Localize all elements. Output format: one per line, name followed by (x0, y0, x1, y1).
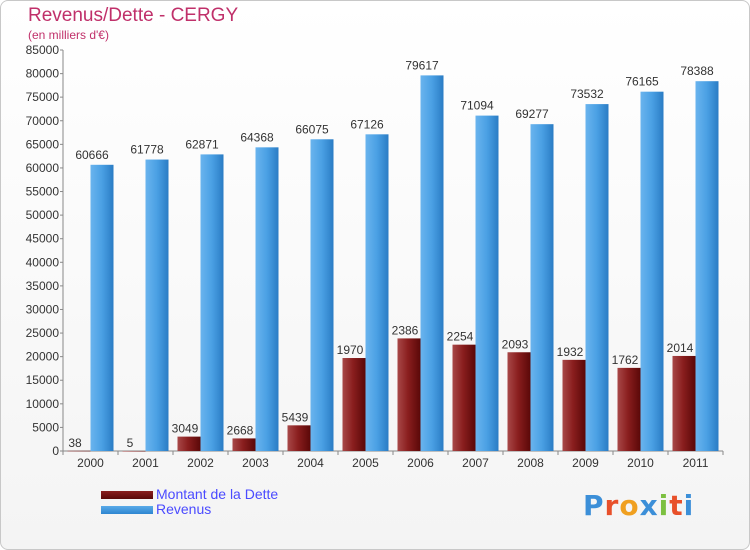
bar-revenus (255, 147, 279, 452)
logo-letter: i (683, 489, 695, 522)
x-tick-label: 2006 (407, 456, 434, 470)
data-label-revenus: 66075 (295, 122, 329, 136)
y-tick-label: 40000 (26, 255, 60, 269)
bar-revenus (475, 115, 499, 451)
bar-revenus (420, 75, 444, 452)
y-tick-label: 80000 (26, 67, 60, 81)
x-tick-label: 2000 (77, 456, 104, 470)
data-label-revenus: 79617 (405, 58, 439, 72)
bar-revenus (145, 159, 169, 451)
y-tick-label: 15000 (26, 373, 60, 387)
data-label-dette: 2668 (227, 423, 254, 437)
bar-revenus (365, 134, 389, 451)
data-label-dette: 2093 (502, 337, 529, 351)
chart-title: Revenus/Dette - CERGY (28, 5, 239, 26)
y-tick-label: 65000 (26, 137, 60, 151)
legend-label-dette: Montant de la Dette (156, 486, 279, 502)
logo-letter: i (658, 489, 670, 522)
bar-layer (67, 75, 719, 452)
x-tick-label: 2008 (517, 456, 544, 470)
legend-label-revenus: Revenus (156, 501, 212, 517)
logo-letter: r (604, 489, 620, 522)
bar-dette (672, 355, 696, 451)
bar-revenus (530, 124, 554, 451)
x-tick-label: 2001 (132, 456, 159, 470)
x-tick-label: 2004 (297, 456, 324, 470)
data-label-revenus: 71094 (460, 99, 494, 113)
bar-dette (507, 352, 531, 451)
data-label-dette: 5 (127, 436, 134, 450)
bar-dette (177, 436, 201, 451)
logo-letter: o (619, 489, 640, 522)
data-label-revenus: 64368 (240, 130, 274, 144)
chart-subtitle: (en milliers d'€) (28, 28, 109, 42)
y-tick-label: 45000 (26, 232, 60, 246)
logo-letter: P (583, 489, 605, 522)
y-tick-label: 55000 (26, 185, 60, 199)
data-label-revenus: 60666 (75, 148, 109, 162)
y-tick-label: 35000 (26, 279, 60, 293)
data-label-dette: 1932 (557, 345, 584, 359)
bar-revenus (200, 154, 224, 452)
y-tick-label: 50000 (26, 208, 60, 222)
data-label-dette: 38 (68, 436, 82, 450)
logo-letter: t (669, 489, 684, 522)
x-tick-label: 2005 (352, 456, 379, 470)
x-tick-label: 2003 (242, 456, 269, 470)
y-tick-label: 70000 (26, 114, 60, 128)
data-label-dette: 5439 (282, 410, 309, 424)
x-tick-label: 2010 (627, 456, 654, 470)
data-label-dette: 2386 (392, 323, 419, 337)
bar-dette (287, 425, 311, 451)
bar-dette (67, 450, 91, 452)
data-label-dette: 1970 (337, 343, 364, 357)
legend-swatch-dette (101, 491, 153, 499)
x-tick-label: 2007 (462, 456, 489, 470)
bar-dette (562, 359, 586, 451)
data-label-dette: 2014 (667, 341, 694, 355)
bar-dette (342, 358, 366, 451)
y-tick-label: 85000 (26, 43, 60, 57)
legend-swatch-revenus (101, 506, 153, 514)
bar-revenus (310, 139, 334, 451)
bar-revenus (90, 164, 114, 451)
data-label-dette: 1762 (612, 353, 639, 367)
bar-dette (232, 438, 256, 451)
bar-dette (617, 367, 641, 451)
y-tick-label: 10000 (26, 397, 60, 411)
data-label-revenus: 78388 (680, 64, 714, 78)
x-tick-label: 2011 (683, 456, 709, 470)
data-label-dette: 3049 (172, 422, 199, 436)
logo-letter: x (639, 489, 659, 522)
label-layer: 38 60666 5 61778 3049 62871 2668 64368 5439 66075… (68, 58, 714, 450)
y-tick-label: 5000 (32, 420, 59, 434)
proxiti-logo: Proxiti (583, 489, 694, 522)
x-tick-label: 2009 (572, 456, 599, 470)
y-tick-label: 0 (52, 444, 59, 458)
data-label-revenus: 67126 (350, 117, 384, 131)
bar-revenus (640, 91, 664, 451)
data-label-revenus: 69277 (515, 107, 549, 121)
bar-dette (452, 344, 476, 451)
data-label-revenus: 62871 (185, 137, 219, 151)
data-label-dette: 2254 (447, 330, 474, 344)
y-tick-label: 25000 (26, 326, 60, 340)
bar-revenus (585, 104, 609, 451)
axis-layer: 0 5000 10000 15000 20000 25000 30000 35000 40000… (26, 43, 724, 470)
y-tick-label: 75000 (26, 90, 60, 104)
y-tick-label: 30000 (26, 302, 60, 316)
bar-dette (397, 338, 421, 451)
data-label-revenus: 76165 (625, 75, 659, 89)
bar-dette (122, 450, 146, 452)
bar-revenus (695, 81, 719, 451)
y-tick-label: 20000 (26, 350, 60, 364)
x-tick-label: 2002 (187, 456, 214, 470)
data-label-revenus: 73532 (570, 87, 604, 101)
data-label-revenus: 61778 (130, 143, 164, 157)
y-tick-label: 60000 (26, 161, 60, 175)
